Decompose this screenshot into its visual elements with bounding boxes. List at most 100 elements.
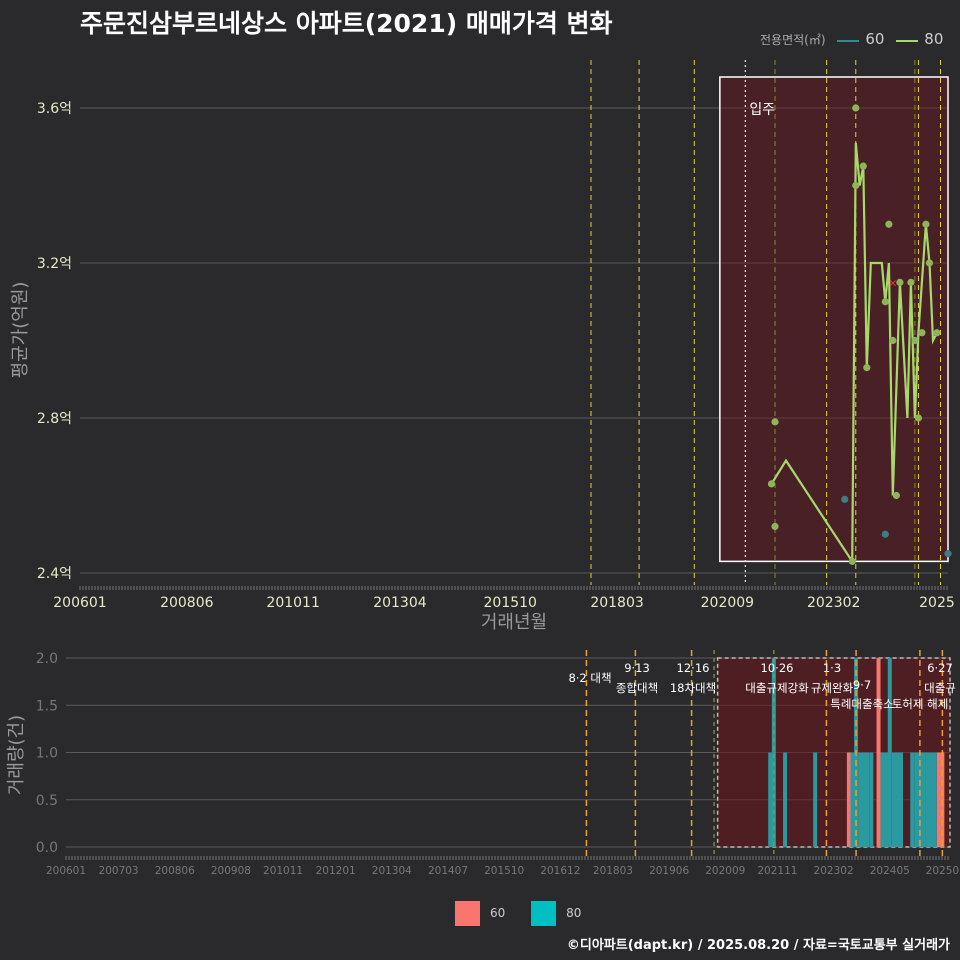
data-point-80 [881, 298, 889, 306]
x-tick-label: 201011 [266, 595, 319, 611]
data-point-80 [907, 278, 915, 286]
volume-bar-60 [940, 752, 945, 847]
bottom-legend: 60 80 [455, 901, 581, 926]
legend-label-60: 60 [865, 30, 885, 48]
x-tick-label: 200806 [160, 595, 214, 611]
volume-bar-80 [929, 752, 934, 847]
policy-label: 규제완화 [811, 681, 854, 695]
legend-top: 전용면적(㎡) 60 80 [760, 30, 943, 48]
policy-date: 12·16 [677, 661, 710, 675]
volume-bar-80 [880, 752, 885, 847]
volume-bar-80 [858, 752, 863, 847]
legend-title: 전용면적(㎡) [760, 33, 826, 47]
bar-x-tick-label: 201304 [372, 865, 412, 877]
y-tick-label: 2.8억 [37, 411, 72, 427]
data-point-80 [911, 336, 919, 345]
bar-x-tick-label: 201906 [649, 865, 689, 877]
volume-bar-80 [932, 752, 937, 847]
policy-date: 10·26 [761, 661, 794, 675]
bar-y-tick-label: 0.0 [36, 840, 58, 856]
bar-x-tick-label: 200601 [46, 865, 86, 877]
volume-bar-80 [895, 752, 900, 847]
bar-x-tick-label: 201510 [484, 865, 524, 877]
data-point-80 [852, 181, 860, 190]
data-point-60 [944, 550, 952, 558]
data-point-80 [925, 259, 934, 267]
legend-label-80: 80 [924, 30, 944, 48]
policy-date: 1·3 [823, 661, 841, 675]
bar-y-tick-label: 1.0 [36, 746, 58, 762]
volume-bar-80 [783, 752, 788, 847]
bar-x-tick-label: 202302 [814, 865, 854, 877]
data-point-80 [859, 162, 867, 170]
x-tick-label: 201304 [373, 595, 427, 611]
bottom-legend-swatch-80 [531, 901, 557, 926]
bar-x-tick-label: 201803 [593, 865, 633, 877]
bottom-legend-label-60: 60 [490, 906, 506, 920]
series-line-80 [770, 142, 938, 566]
data-point-80 [848, 557, 856, 565]
move-in-label: 입주 [749, 102, 775, 118]
bar-x-tick-label: 200806 [155, 865, 195, 877]
policy-label: 특례대출축소 [830, 697, 893, 711]
x-tick-label: 201510 [484, 595, 537, 611]
volume-bar-80 [891, 752, 896, 847]
volume-bar-80 [861, 752, 866, 847]
policy-date: 9·7 [853, 678, 871, 692]
bar-y-tick-label: 1.5 [36, 698, 58, 714]
mean-marker: × [888, 276, 897, 289]
policy-date: 6·27 [927, 661, 953, 675]
volume-bar-60 [876, 658, 881, 847]
volume-bar-80 [884, 752, 889, 847]
volume-bar-80 [865, 752, 870, 847]
policy-label: 8·2 대책 [568, 671, 611, 685]
data-point-80 [767, 480, 776, 488]
x-tick-label: 202302 [807, 595, 860, 611]
data-point-80 [933, 329, 941, 337]
bar-x-tick-label: 202405 [870, 865, 910, 877]
policy-label: 대출규제강화 [745, 681, 809, 695]
volume-bar-80 [887, 658, 892, 847]
legend-swatch-80 [896, 39, 919, 42]
volume-bar-80 [899, 752, 904, 847]
bar-y-axis-title: 거래량(건) [6, 715, 27, 795]
volume-bar-80 [914, 752, 919, 847]
data-point-80 [892, 491, 900, 500]
data-point-80 [852, 104, 860, 112]
data-point-80 [889, 336, 897, 345]
volume-bar-80 [850, 752, 855, 847]
bar-x-tick-label: 201201 [316, 865, 356, 877]
volume-bar-80 [917, 752, 922, 847]
bar-x-tick-label: 201011 [263, 865, 303, 877]
data-point-60 [841, 495, 849, 503]
bar-x-tick-label: 200908 [211, 865, 251, 877]
volume-bar-80 [768, 752, 773, 847]
bar-x-tick-label: 201612 [540, 865, 580, 877]
bar-x-tick-label: 202009 [705, 865, 745, 877]
bottom-legend-label-80: 80 [566, 906, 582, 920]
x-tick-label: 201803 [590, 595, 643, 611]
volume-bar-60 [936, 752, 941, 847]
volume-bar-80 [771, 658, 776, 847]
policy-label: 대출규 [924, 681, 956, 695]
footer-credit: ©디아파트(dapt.kr) / 2025.08.20 / 자료=국토교통부 실… [566, 938, 950, 953]
bar-y-tick-label: 2.0 [36, 651, 58, 667]
volume-bar-80 [925, 752, 930, 847]
volume-bar-80 [869, 752, 874, 847]
bar-x-tick-label: 201407 [428, 865, 468, 877]
y-tick-label: 3.6억 [37, 101, 72, 117]
legend-swatch-60 [837, 39, 860, 42]
policy-label: 종합대책 [616, 681, 658, 695]
chart-title: 주문진삼부르네상스 아파트(2021) 매매가격 변화 [80, 9, 613, 38]
highlight-box [719, 76, 949, 563]
y-tick-label: 3.2억 [37, 256, 72, 272]
data-point-80 [771, 418, 779, 426]
data-point-80 [918, 329, 926, 337]
data-point-80 [771, 522, 779, 531]
x-tick-label: 200601 [53, 595, 106, 611]
bar-y-tick-label: 0.5 [36, 793, 58, 809]
data-point-80 [922, 220, 930, 228]
y-tick-label: 2.4억 [37, 566, 72, 582]
data-point-80 [885, 220, 893, 228]
data-point-80 [914, 414, 923, 422]
